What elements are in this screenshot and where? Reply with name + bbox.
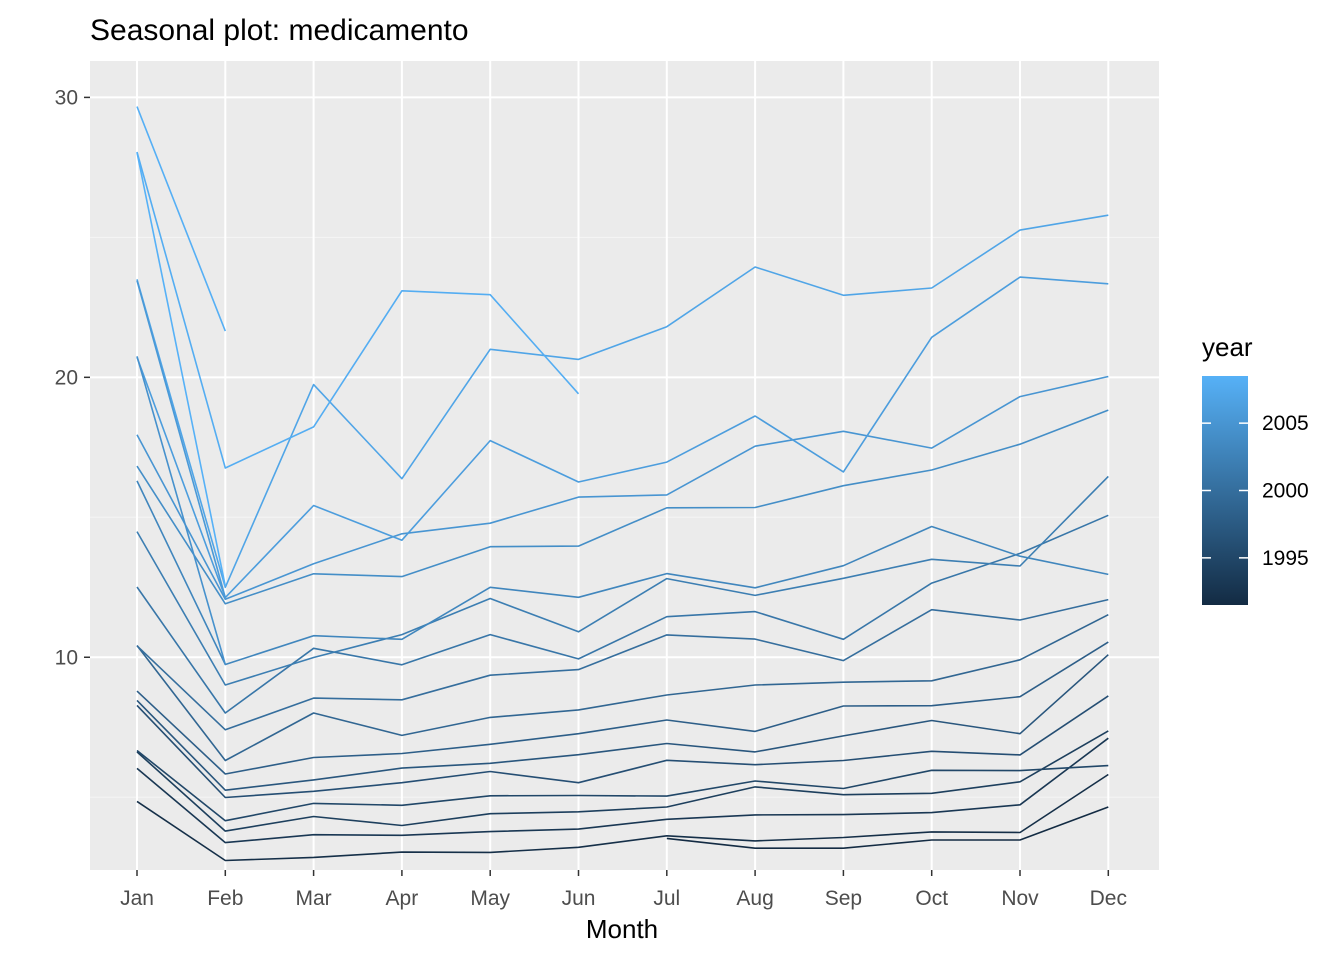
series-line — [136, 695, 1109, 799]
series-line — [136, 214, 1109, 589]
x-axis: Jan Feb Mar Apr May Jun Jul Aug Sep Oct Nov Dec — [120, 870, 1127, 910]
x-tick-label: Mar — [296, 887, 332, 910]
legend-tick-label: 2000 — [1262, 480, 1309, 503]
series-line — [136, 654, 1109, 792]
series-line — [666, 806, 1109, 850]
x-axis-title: Month — [586, 914, 658, 944]
x-tick-label: May — [470, 887, 510, 910]
x-tick-label: Feb — [207, 887, 243, 910]
legend-title: year — [1202, 332, 1253, 362]
series-line — [136, 613, 1109, 762]
legend-tick-label: 2005 — [1262, 412, 1309, 435]
x-tick-label: Oct — [915, 887, 948, 910]
series-line — [136, 598, 1109, 731]
series-line — [136, 773, 1109, 862]
x-tick-label: Jun — [562, 887, 596, 910]
x-tick-label: Sep — [825, 887, 862, 910]
legend-ticks: 1995 2000 2005 — [1202, 412, 1309, 570]
series-line — [136, 641, 1109, 775]
y-tick-label: 10 — [55, 646, 78, 669]
legend-tick-label: 1995 — [1262, 547, 1309, 570]
series-line — [136, 730, 1109, 832]
y-tick-label: 20 — [55, 366, 78, 389]
series-line — [136, 106, 227, 332]
legend: year 1995 2000 2005 — [1202, 332, 1309, 605]
series-line — [136, 152, 227, 587]
series-line — [136, 514, 1109, 714]
series-line — [136, 480, 1109, 666]
x-tick-label: Dec — [1090, 887, 1127, 910]
minor-grid — [90, 236, 1159, 798]
series-line — [136, 475, 1109, 686]
y-tick-label: 30 — [55, 86, 78, 109]
plot-panel — [90, 61, 1159, 870]
x-tick-label: Nov — [1001, 887, 1039, 910]
series-line — [136, 280, 227, 598]
series-line — [136, 749, 1109, 822]
series-lines — [136, 106, 1109, 862]
y-axis: 10 20 30 — [55, 86, 90, 669]
x-tick-label: Jan — [120, 887, 154, 910]
series-line — [136, 375, 1109, 601]
series-line — [136, 409, 1109, 605]
x-tick-label: Jul — [653, 887, 680, 910]
x-tick-label: Apr — [386, 887, 419, 910]
series-line — [136, 737, 1109, 844]
series-line — [136, 356, 227, 665]
series-line — [136, 276, 1109, 599]
series-line — [136, 151, 580, 469]
chart-title: Seasonal plot: medicamento — [90, 14, 469, 47]
x-tick-label: Aug — [736, 887, 773, 910]
